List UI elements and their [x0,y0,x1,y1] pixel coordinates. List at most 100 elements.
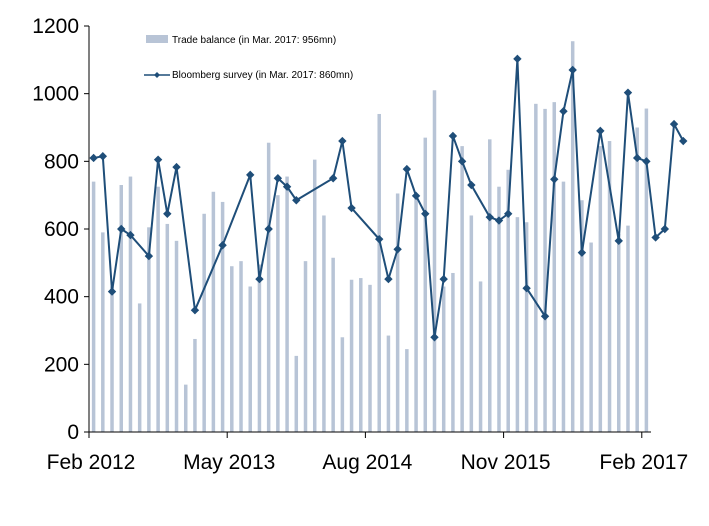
bar [147,227,151,432]
bar [617,234,621,432]
bar [359,278,363,432]
bar [635,127,639,432]
bar [248,286,252,432]
bar [322,215,326,432]
survey-point [218,241,227,250]
y-tick-label: 200 [44,353,79,376]
bloomberg-survey-line [89,54,688,342]
bar [193,338,197,432]
bar [626,225,630,432]
legend-line-label: Bloomberg survey (in Mar. 2017: 860mn) [172,70,353,81]
survey-point [264,224,273,234]
bar [405,349,409,432]
survey-point [126,230,135,240]
survey-point [282,182,292,191]
survey-point [669,119,679,129]
bar [386,335,391,432]
legend-bar-label: Trade balance (in Mar. 2017: 956mn) [172,35,336,46]
legend-line-marker [154,72,160,78]
bar [312,159,317,432]
survey-point [153,155,163,164]
bar [91,181,96,432]
bar [580,200,584,432]
x-tick-label: Feb 2012 [47,451,136,474]
bar [110,286,114,432]
bar [202,213,206,432]
survey-point [375,234,384,244]
bar [423,137,428,432]
bar [377,113,381,432]
bar [294,355,299,433]
bar [561,181,566,432]
survey-point [623,88,633,97]
bar [285,176,289,432]
survey-point [513,54,522,64]
survey-point [568,65,577,75]
survey-point [402,164,412,174]
survey-point [550,175,559,184]
y-tick-label: 1000 [32,83,79,106]
bar [183,384,188,432]
bar [156,186,160,432]
survey-point [255,274,264,284]
bar [128,176,133,432]
survey-point [430,333,439,342]
survey-point [485,212,494,222]
survey-point [172,162,181,172]
bar [432,90,437,432]
bar [276,195,280,432]
bar [230,266,234,432]
y-tick-label: 400 [44,286,79,309]
bar [506,169,510,433]
bar [460,146,464,433]
bar [598,146,603,433]
bar [524,222,529,432]
bar [340,337,345,432]
trade-balance-bars [91,41,649,433]
survey-point [457,157,467,166]
x-tick-label: Feb 2017 [599,451,688,474]
bar [239,261,243,432]
bar [119,185,123,432]
bar [488,139,492,432]
survey-point [494,216,504,225]
survey-point [540,312,550,321]
bar [165,223,170,432]
survey-point [411,191,421,201]
survey-point [163,209,172,218]
bar [441,286,446,432]
survey-point [439,274,448,284]
survey-point [503,209,513,218]
survey-point [328,174,338,183]
bar [552,102,557,433]
survey-point [190,306,200,315]
survey-point [273,174,283,183]
bar [211,191,216,432]
axes: 0 200 400 600 800 1000 1200 Feb 2012 May 2013 Aug… [32,15,688,474]
bar [607,141,612,432]
survey-point [614,236,623,246]
survey-point [347,203,356,213]
survey-point [89,153,98,163]
bar [497,186,501,432]
legend: Trade balance (in Mar. 2017: 956mn) Bloom… [144,35,353,81]
bar [414,195,418,432]
x-tick-label: Aug 2014 [322,451,412,474]
survey-point [144,251,154,261]
bar [101,232,105,432]
survey-point [246,170,255,180]
survey-point [117,224,126,234]
y-tick-label: 800 [44,150,79,173]
survey-point [596,126,605,136]
survey-point [292,196,301,205]
survey-point [522,284,531,293]
survey-point [679,136,688,146]
bar [368,284,372,432]
legend-bar-swatch [146,35,168,43]
y-tick-label: 600 [44,218,79,241]
x-tick-label: Nov 2015 [461,451,551,474]
bar [331,257,335,432]
bar [395,193,400,432]
bar [515,217,520,432]
